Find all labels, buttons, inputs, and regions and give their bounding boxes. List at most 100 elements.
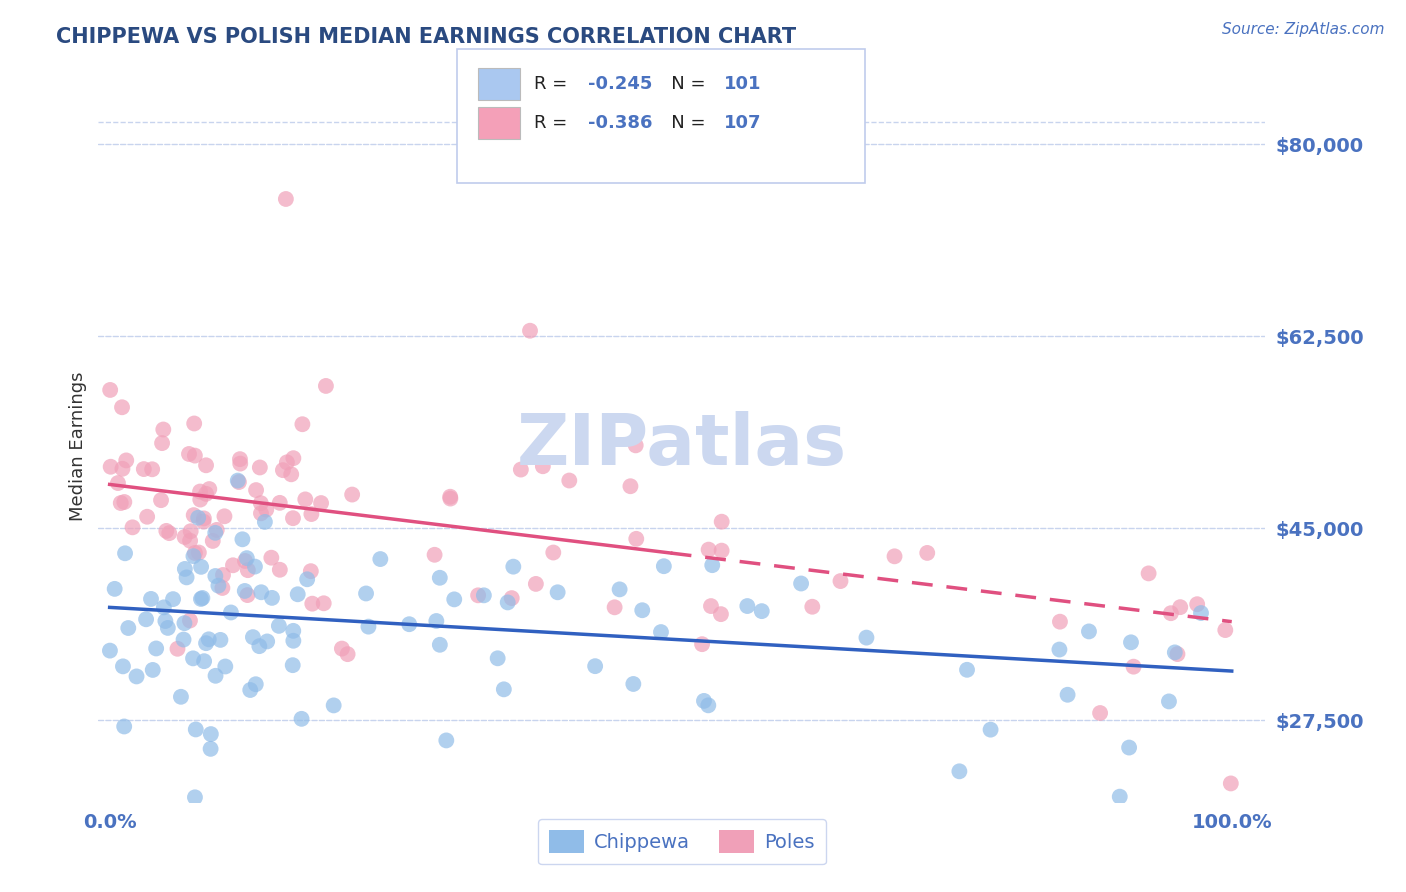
Point	[274, 192, 297, 206]
Point	[198, 482, 221, 496]
Point	[283, 624, 305, 638]
Point	[502, 559, 524, 574]
Point	[1219, 776, 1241, 790]
Point	[1108, 789, 1130, 804]
Point	[626, 532, 648, 546]
Point	[980, 723, 1002, 737]
Point	[276, 455, 298, 469]
Point	[152, 423, 174, 437]
Point	[423, 548, 446, 562]
Point	[107, 476, 129, 491]
Point	[1078, 624, 1101, 639]
Point	[801, 599, 824, 614]
Point	[132, 462, 155, 476]
Point	[315, 379, 337, 393]
Point	[751, 604, 773, 618]
Point	[204, 525, 226, 540]
Point	[242, 630, 264, 644]
Text: R =: R =	[534, 114, 574, 132]
Point	[181, 651, 204, 665]
Point	[439, 490, 461, 504]
Point	[190, 591, 212, 606]
Point	[312, 596, 335, 610]
Point	[191, 591, 214, 605]
Point	[250, 585, 273, 599]
Point	[188, 492, 211, 507]
Point	[710, 543, 733, 558]
Point	[260, 591, 283, 605]
Point	[142, 663, 165, 677]
Point	[180, 524, 202, 539]
Point	[1049, 615, 1071, 629]
Point	[467, 588, 489, 602]
Point	[357, 620, 380, 634]
Point	[295, 572, 318, 586]
Point	[652, 559, 675, 574]
Point	[179, 533, 201, 548]
Point	[173, 562, 195, 576]
Point	[299, 507, 322, 521]
Point	[1168, 600, 1191, 615]
Point	[1049, 642, 1071, 657]
Point	[121, 520, 143, 534]
Text: N =: N =	[654, 114, 711, 132]
Point	[155, 524, 177, 538]
Point	[187, 545, 209, 559]
Point	[157, 526, 180, 541]
Point	[690, 637, 713, 651]
Point	[136, 509, 159, 524]
Point	[112, 719, 135, 733]
Point	[170, 690, 193, 704]
Point	[496, 595, 519, 609]
Legend: Chippewa, Poles: Chippewa, Poles	[537, 819, 827, 864]
Text: -0.245: -0.245	[588, 75, 652, 93]
Point	[700, 599, 723, 613]
Point	[1213, 623, 1236, 637]
Point	[486, 651, 509, 665]
Point	[200, 742, 222, 756]
Point	[883, 549, 905, 564]
Point	[226, 474, 249, 488]
Point	[245, 677, 267, 691]
Point	[294, 492, 316, 507]
Point	[195, 487, 218, 501]
Point	[269, 563, 291, 577]
Point	[201, 533, 224, 548]
Text: ZIPatlas: ZIPatlas	[517, 411, 846, 481]
Point	[249, 460, 271, 475]
Text: Source: ZipAtlas.com: Source: ZipAtlas.com	[1222, 22, 1385, 37]
Point	[247, 639, 270, 653]
Point	[176, 570, 198, 584]
Point	[245, 483, 267, 497]
Point	[250, 506, 273, 520]
Point	[112, 495, 135, 509]
Point	[283, 633, 305, 648]
Point	[214, 659, 236, 673]
Point	[117, 621, 139, 635]
Point	[855, 631, 877, 645]
Point	[609, 582, 631, 597]
Point	[183, 549, 205, 563]
Point	[104, 582, 127, 596]
Point	[166, 641, 188, 656]
Point	[524, 577, 547, 591]
Point	[253, 515, 276, 529]
Point	[150, 493, 173, 508]
Point	[830, 574, 852, 588]
Point	[299, 564, 322, 578]
Point	[472, 588, 495, 602]
Point	[214, 509, 236, 524]
Point	[110, 496, 132, 510]
Point	[509, 462, 531, 476]
Point	[434, 733, 457, 747]
Point	[267, 619, 290, 633]
Point	[439, 491, 461, 506]
Point	[139, 591, 162, 606]
Point	[1164, 645, 1187, 659]
Point	[697, 542, 720, 557]
Point	[184, 723, 207, 737]
Point	[336, 647, 359, 661]
Point	[1122, 659, 1144, 673]
Point	[492, 682, 515, 697]
Point	[195, 458, 218, 473]
